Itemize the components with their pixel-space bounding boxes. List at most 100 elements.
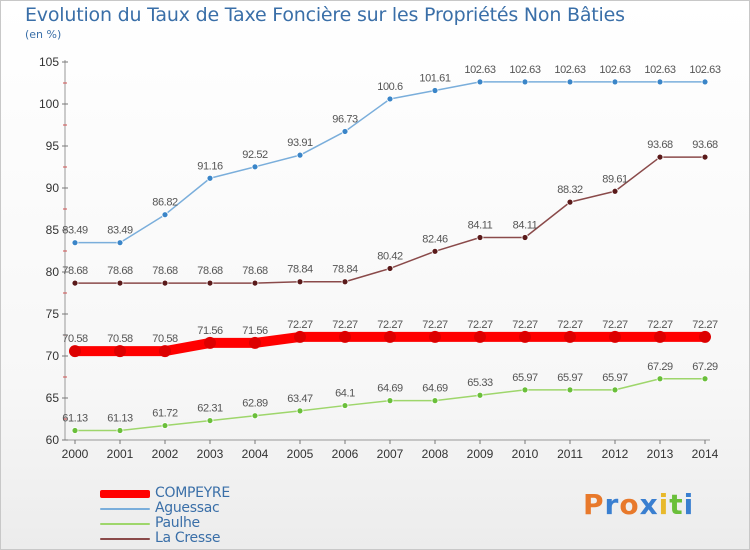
data-point-compeyre (384, 330, 396, 343)
data-point-compeyre (564, 330, 576, 343)
data-label-paulhe: 65.97 (602, 372, 628, 384)
data-label-compeyre: 72.27 (332, 319, 358, 331)
data-label-la-cresse: 93.68 (647, 139, 673, 151)
data-point-compeyre (654, 330, 666, 343)
data-point-la-cresse (116, 279, 124, 287)
data-label-la-cresse: 84.11 (513, 219, 538, 231)
data-point-la-cresse (341, 278, 349, 286)
data-label-compeyre: 70.58 (107, 333, 133, 345)
data-label-aguessac: 102.63 (644, 64, 676, 76)
data-point-aguessac (476, 78, 484, 86)
data-point-compeyre (339, 330, 351, 343)
data-label-la-cresse: 80.42 (377, 250, 403, 262)
data-point-paulhe (386, 397, 394, 405)
data-point-la-cresse (206, 279, 214, 287)
data-label-paulhe: 65.33 (467, 377, 493, 389)
x-tick-label: 2005 (287, 447, 314, 461)
logo-letter: x (639, 488, 659, 521)
legend-swatch-la-cresse (100, 538, 150, 540)
x-tick-label: 2006 (332, 447, 359, 461)
data-point-la-cresse (521, 234, 529, 241)
data-point-aguessac (656, 78, 664, 86)
x-tick-label: 2009 (467, 447, 494, 461)
data-label-paulhe: 62.89 (242, 398, 268, 410)
data-label-la-cresse: 78.68 (242, 265, 268, 277)
data-label-la-cresse: 82.46 (422, 233, 448, 245)
data-label-compeyre: 72.27 (287, 319, 313, 331)
x-tick-label: 2003 (197, 447, 224, 461)
data-point-la-cresse (386, 265, 394, 272)
data-label-compeyre: 72.27 (602, 319, 628, 331)
x-tick-label: 2010 (512, 447, 539, 461)
data-point-compeyre (474, 330, 486, 343)
logo-letter: i (683, 488, 695, 521)
x-tick-label: 2004 (242, 447, 269, 461)
data-label-paulhe: 61.13 (107, 413, 133, 425)
legend-item-compeyre: COMPEYRE (100, 485, 360, 501)
data-label-aguessac: 91.16 (197, 160, 223, 172)
y-tick-label: 105 (39, 55, 59, 69)
data-label-aguessac: 83.49 (62, 225, 88, 237)
data-label-la-cresse: 93.68 (692, 139, 718, 151)
data-label-paulhe: 62.31 (197, 403, 223, 415)
legend-label-paulhe: Paulhe (155, 515, 200, 531)
data-label-paulhe: 65.97 (557, 372, 583, 384)
y-tick-label: 60 (46, 433, 60, 447)
logo-letter: i (658, 488, 670, 521)
data-point-la-cresse (476, 234, 484, 241)
data-point-la-cresse (701, 153, 709, 161)
legend-item-paulhe: Paulhe (100, 515, 360, 531)
data-point-aguessac (71, 239, 79, 247)
data-point-paulhe (566, 386, 574, 394)
data-label-aguessac: 102.63 (689, 64, 721, 76)
data-label-la-cresse: 78.84 (332, 264, 358, 276)
logo-letter: o (619, 488, 640, 521)
chart-legend: COMPEYRE Aguessac Paulhe La Cresse (100, 485, 360, 546)
legend-label-aguessac: Aguessac (155, 500, 220, 516)
data-label-compeyre: 72.27 (467, 319, 493, 331)
legend-swatch-compeyre (100, 490, 150, 498)
x-tick-label: 2001 (107, 447, 134, 461)
y-tick-label: 95 (46, 139, 60, 153)
data-point-paulhe (341, 402, 349, 409)
y-tick-label: 80 (46, 265, 60, 279)
data-label-aguessac: 93.91 (287, 137, 313, 149)
data-point-aguessac (431, 87, 439, 94)
data-point-paulhe (116, 427, 124, 434)
y-tick-label: 65 (46, 391, 60, 405)
data-label-compeyre: 72.27 (692, 319, 718, 331)
data-point-aguessac (206, 174, 214, 182)
data-label-compeyre: 70.58 (152, 333, 178, 345)
x-tick-label: 2000 (62, 447, 89, 461)
data-label-compeyre: 72.27 (512, 319, 538, 331)
logo-letter: r (604, 488, 620, 521)
legend-label-compeyre: COMPEYRE (155, 485, 230, 501)
chart-title: Evolution du Taux de Taxe Foncière sur l… (25, 4, 625, 26)
legend-item-aguessac: Aguessac (100, 500, 360, 516)
data-label-aguessac: 102.63 (599, 64, 631, 76)
data-label-compeyre: 70.58 (62, 333, 88, 345)
logo-letter: t (669, 488, 684, 521)
data-point-la-cresse (656, 153, 664, 161)
y-tick-label: 85 (46, 223, 60, 237)
x-tick-label: 2012 (602, 447, 629, 461)
legend-swatch-aguessac (100, 508, 150, 510)
data-label-paulhe: 67.29 (647, 361, 673, 373)
data-point-la-cresse (296, 278, 304, 286)
data-label-la-cresse: 78.68 (197, 265, 223, 277)
data-label-compeyre: 71.56 (197, 325, 223, 337)
data-point-paulhe (251, 412, 259, 420)
data-label-aguessac: 92.52 (242, 149, 268, 161)
data-point-aguessac (116, 239, 124, 247)
data-label-compeyre: 72.27 (647, 319, 673, 331)
data-point-compeyre (249, 336, 261, 349)
data-point-paulhe (701, 375, 709, 383)
data-label-la-cresse: 84.11 (468, 219, 493, 231)
x-tick-label: 2011 (557, 447, 583, 461)
data-point-la-cresse (71, 279, 79, 287)
data-point-paulhe (71, 427, 79, 434)
data-label-aguessac: 101.61 (419, 72, 451, 84)
data-point-aguessac (296, 151, 304, 159)
